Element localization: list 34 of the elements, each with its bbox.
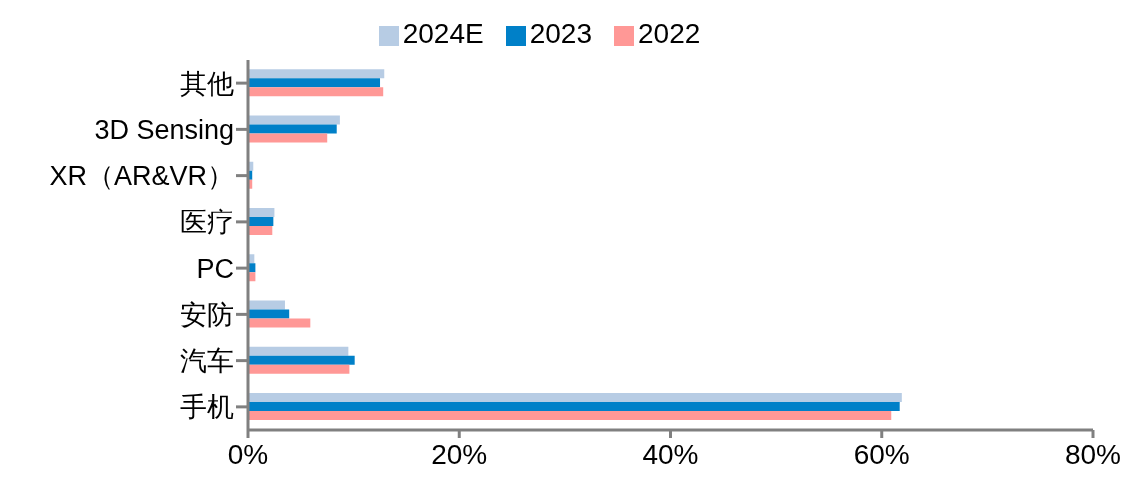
bar <box>248 411 892 420</box>
bar <box>248 402 900 411</box>
bar <box>248 133 328 143</box>
legend-label: 2023 <box>529 18 592 49</box>
x-tick-label: 20% <box>431 438 488 470</box>
bar <box>248 208 275 217</box>
x-tick-label: 40% <box>642 438 699 470</box>
bar <box>248 124 337 134</box>
bar <box>248 217 274 226</box>
legend-label: 2024E <box>402 18 484 49</box>
y-tick-label: 3D Sensing <box>94 114 234 145</box>
bar <box>248 115 340 125</box>
x-tick-label: 0% <box>227 438 269 470</box>
bar <box>248 309 290 319</box>
bar <box>248 318 311 328</box>
bar <box>248 226 273 235</box>
bar <box>248 364 350 374</box>
legend-label: 2022 <box>637 18 701 49</box>
bar <box>248 346 349 356</box>
y-tick-label: 安防 <box>180 299 234 330</box>
bar <box>248 393 902 402</box>
y-tick-label: 医疗 <box>180 207 234 238</box>
y-tick-label: 汽车 <box>180 346 234 377</box>
y-tick-label: PC <box>196 253 234 284</box>
bar <box>248 87 384 97</box>
bar <box>248 355 355 365</box>
x-tick-label: 60% <box>853 438 910 470</box>
y-tick-label: 手机 <box>180 392 234 423</box>
y-tick-label: 其他 <box>180 68 234 99</box>
x-tick-label: 80% <box>1064 438 1122 470</box>
bar <box>248 78 381 88</box>
bar <box>248 300 285 310</box>
y-tick-label: XR（AR&VR） <box>49 161 234 192</box>
bar <box>248 69 385 79</box>
